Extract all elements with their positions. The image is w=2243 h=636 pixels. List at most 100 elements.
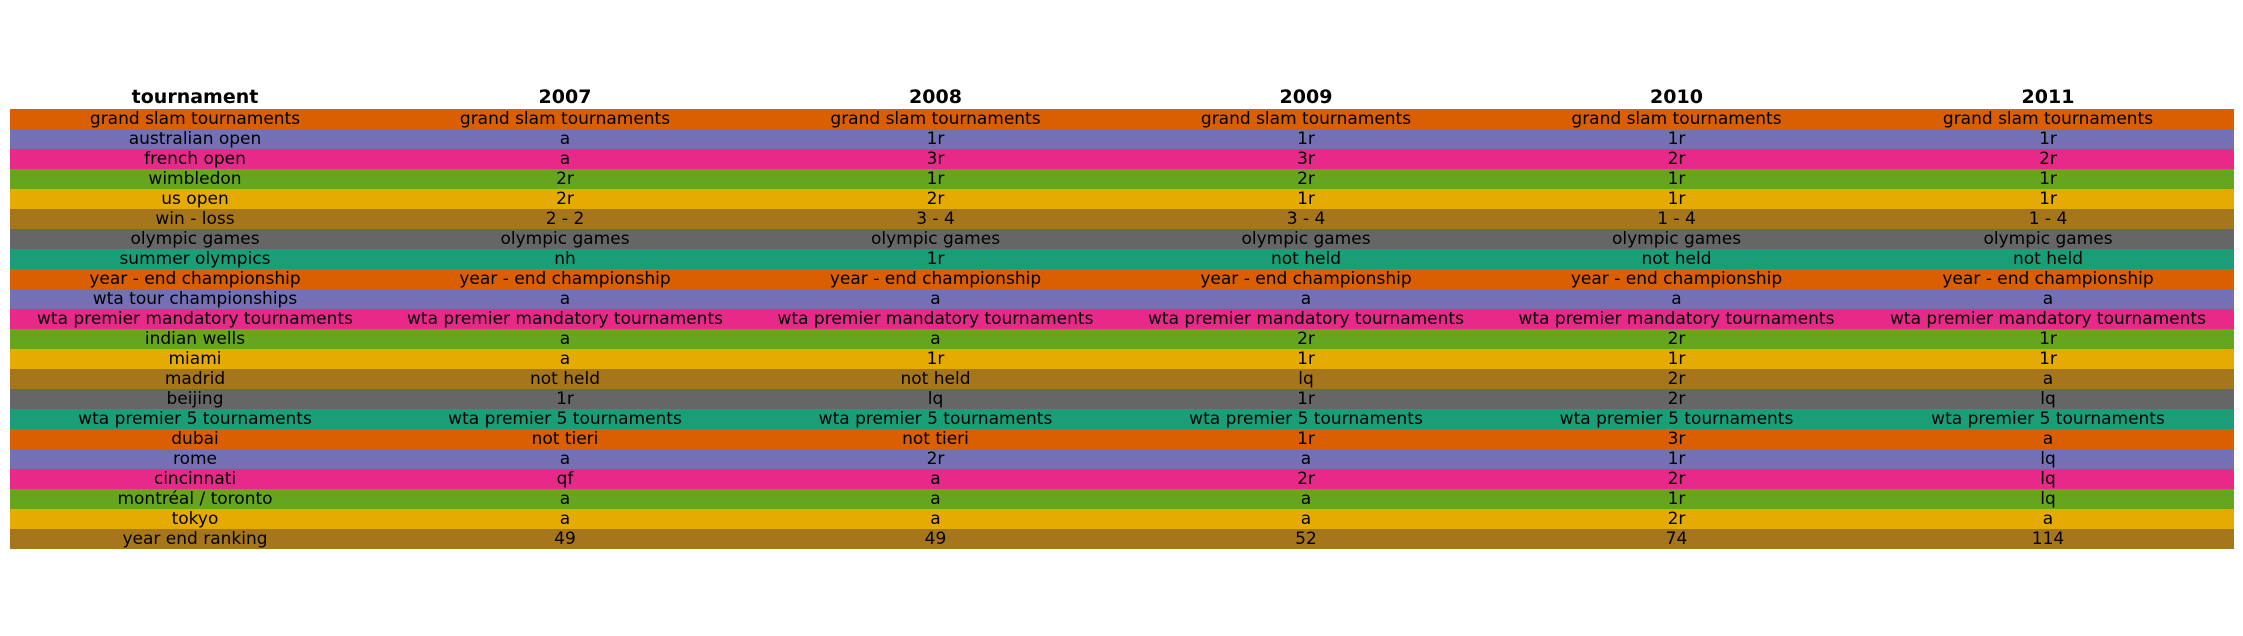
table-cell: wta premier mandatory tournaments xyxy=(37,309,353,329)
table-cell: 3 - 4 xyxy=(1286,209,1326,229)
table-cell: a xyxy=(559,349,571,369)
table-cell: 1r xyxy=(1297,129,1315,149)
table-cell: 2 - 2 xyxy=(545,209,585,229)
table-cell: win - loss xyxy=(155,209,235,229)
table-cell: a xyxy=(1671,289,1682,309)
table-cell: year - end championship xyxy=(1570,269,1783,289)
table-cell: 2r xyxy=(1667,509,1686,529)
table-cell: a xyxy=(930,469,941,489)
table-row: year end ranking 49 49 52 74 114 xyxy=(10,529,2234,549)
column-header: 2008 xyxy=(909,86,962,108)
column-header: 2010 xyxy=(1650,86,1703,108)
table-cell: not held xyxy=(900,369,971,389)
table-cell: lq xyxy=(2040,489,2056,509)
results-table: tournament 2007 2008 2009 2010 2011 grand sla… xyxy=(10,85,2234,549)
table-cell: madrid xyxy=(164,369,226,389)
table-row: australian open a 1r 1r 1r 1r xyxy=(10,129,2234,149)
table-cell: olympic games xyxy=(870,229,1001,249)
table-row: wta tour championships a a a a a xyxy=(10,289,2234,309)
table-row: indian wells a a 2r 2r 1r xyxy=(10,329,2234,349)
table-cell: 2r xyxy=(1667,329,1686,349)
table-cell: grand slam tournaments xyxy=(459,109,671,129)
table-cell: 3 - 4 xyxy=(916,209,955,229)
table-cell: 1r xyxy=(556,389,574,409)
table-cell: 1r xyxy=(1297,189,1315,209)
table-cell: australian open xyxy=(128,129,262,149)
table-row: grand slam tournaments grand slam tournam… xyxy=(10,109,2234,129)
table-row: wta premier mandatory tournaments wta pre… xyxy=(10,309,2234,329)
table-cell: lq xyxy=(2040,469,2056,489)
table-cell: not held xyxy=(2013,249,2083,269)
table-cell: wta tour championships xyxy=(92,289,298,309)
table-cell: 114 xyxy=(2031,529,2065,549)
table-cell: 2r xyxy=(1297,169,1315,189)
table-cell: dubai xyxy=(171,429,219,449)
table-cell: 3r xyxy=(926,149,945,169)
table-cell: 1r xyxy=(2039,169,2057,189)
table-cell: 1r xyxy=(926,129,945,149)
table-cell: wta premier mandatory tournaments xyxy=(1890,309,2206,329)
table-cell: a xyxy=(1300,489,1312,509)
table-row: madrid not held not held lq 2r a xyxy=(10,369,2234,389)
table-cell: lq xyxy=(1298,369,1314,389)
table-cell: 2r xyxy=(1297,329,1315,349)
table-cell: not held xyxy=(530,369,600,389)
table-cell: 1r xyxy=(1667,129,1686,149)
table-cell: 74 xyxy=(1665,529,1688,549)
table-cell: miami xyxy=(168,349,222,369)
table-cell: grand slam tournaments xyxy=(89,109,301,129)
table-cell: lq xyxy=(2040,389,2056,409)
table-cell: 1 - 4 xyxy=(1657,209,1696,229)
table-cell: a xyxy=(1300,509,1312,529)
table-cell: a xyxy=(2042,509,2054,529)
table-cell: 1r xyxy=(1667,349,1686,369)
table-cell: year - end championship xyxy=(829,269,1042,289)
table-cell: grand slam tournaments xyxy=(1942,109,2154,129)
table-cell: wta premier 5 tournaments xyxy=(1931,409,2165,429)
table-cell: year - end championship xyxy=(89,269,301,289)
column-header: 2011 xyxy=(2021,86,2075,108)
table-cell: 1r xyxy=(1667,489,1686,509)
table-cell: a xyxy=(2042,289,2054,309)
table-row: miami a 1r 1r 1r 1r xyxy=(10,349,2234,369)
table-cell: olympic games xyxy=(1983,229,2113,249)
table-cell: not tieri xyxy=(531,429,599,449)
table-cell: year end ranking xyxy=(122,529,268,549)
table-row: us open 2r 2r 1r 1r 1r xyxy=(10,189,2234,209)
table-cell: summer olympics xyxy=(119,249,271,269)
table-cell: a xyxy=(559,509,571,529)
table-row: wimbledon 2r 1r 2r 1r 1r xyxy=(10,169,2234,189)
table-cell: 3r xyxy=(1297,149,1315,169)
table-cell: lq xyxy=(2040,449,2056,469)
table-cell: a xyxy=(1300,449,1312,469)
table-cell: 1r xyxy=(2039,129,2057,149)
table-cell: wta premier 5 tournaments xyxy=(1559,409,1794,429)
table-cell: wta premier mandatory tournaments xyxy=(1518,309,1835,329)
table-cell: a xyxy=(559,289,571,309)
table-cell: a xyxy=(930,289,941,309)
table-cell: wta premier mandatory tournaments xyxy=(407,309,723,329)
table-cell: wimbledon xyxy=(148,169,242,189)
table-cell: 1r xyxy=(2039,189,2057,209)
table-cell: wta premier 5 tournaments xyxy=(818,409,1053,429)
table-row: montréal / toronto a a a 1r lq xyxy=(10,489,2234,509)
table-cell: olympic games xyxy=(1611,229,1742,249)
table-cell: us open xyxy=(161,189,229,209)
table-cell: 1r xyxy=(926,169,945,189)
table-cell: 1r xyxy=(926,349,945,369)
table-cell: tokyo xyxy=(171,509,219,529)
table-cell: wta premier 5 tournaments xyxy=(1189,409,1423,429)
table-cell: wta premier 5 tournaments xyxy=(448,409,682,429)
table-cell: 3r xyxy=(1667,429,1686,449)
table-cell: french open xyxy=(144,149,246,169)
table-cell: lq xyxy=(927,389,944,409)
table-body: grand slam tournaments grand slam tournam… xyxy=(10,109,2234,549)
table-cell: 1r xyxy=(2039,349,2057,369)
table-cell: a xyxy=(559,129,571,149)
column-header: 2007 xyxy=(538,86,592,108)
table-cell: 1r xyxy=(1667,169,1686,189)
table-cell: wta premier mandatory tournaments xyxy=(777,309,1094,329)
table-cell: rome xyxy=(172,449,218,469)
table-cell: 2r xyxy=(1667,469,1686,489)
table-cell: 2r xyxy=(926,189,945,209)
